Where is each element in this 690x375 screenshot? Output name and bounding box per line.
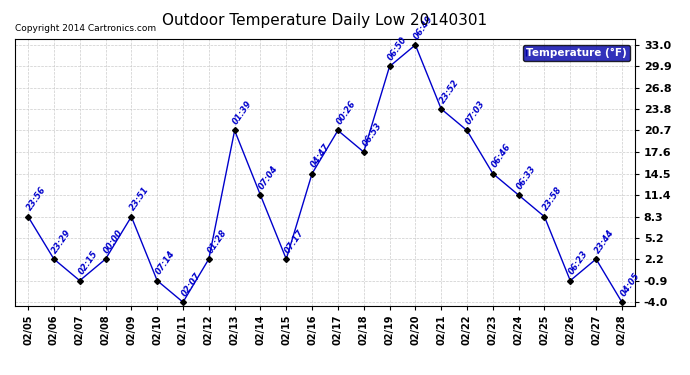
Text: 06:33: 06:33	[515, 164, 538, 191]
Text: 07:03: 07:03	[464, 99, 486, 126]
Text: 02:15: 02:15	[77, 249, 99, 276]
Text: Copyright 2014 Cartronics.com: Copyright 2014 Cartronics.com	[15, 24, 157, 33]
Text: 00:26: 00:26	[335, 99, 357, 126]
Text: 07:14: 07:14	[154, 249, 177, 276]
Text: 00:00: 00:00	[102, 228, 125, 255]
Text: 23:52: 23:52	[438, 78, 461, 105]
Text: 02:07: 02:07	[180, 271, 203, 298]
Legend: Temperature (°F): Temperature (°F)	[522, 45, 629, 61]
Text: 06:49: 06:49	[412, 13, 435, 41]
Text: 06:23: 06:23	[567, 249, 590, 276]
Text: 23:56: 23:56	[25, 185, 48, 213]
Text: 23:51: 23:51	[128, 185, 151, 213]
Text: 23:44: 23:44	[593, 228, 615, 255]
Text: 07:17: 07:17	[283, 228, 306, 255]
Text: Outdoor Temperature Daily Low 20140301: Outdoor Temperature Daily Low 20140301	[161, 13, 487, 28]
Text: 06:50: 06:50	[386, 35, 409, 62]
Text: 06:46: 06:46	[490, 142, 513, 170]
Text: 04:47: 04:47	[309, 142, 332, 170]
Text: 23:58: 23:58	[541, 185, 564, 213]
Text: 23:29: 23:29	[50, 228, 74, 255]
Text: 04:05: 04:05	[619, 271, 642, 298]
Text: 01:39: 01:39	[231, 99, 254, 126]
Text: 06:53: 06:53	[360, 121, 384, 148]
Text: 07:04: 07:04	[257, 164, 280, 191]
Text: 01:28: 01:28	[206, 228, 228, 255]
